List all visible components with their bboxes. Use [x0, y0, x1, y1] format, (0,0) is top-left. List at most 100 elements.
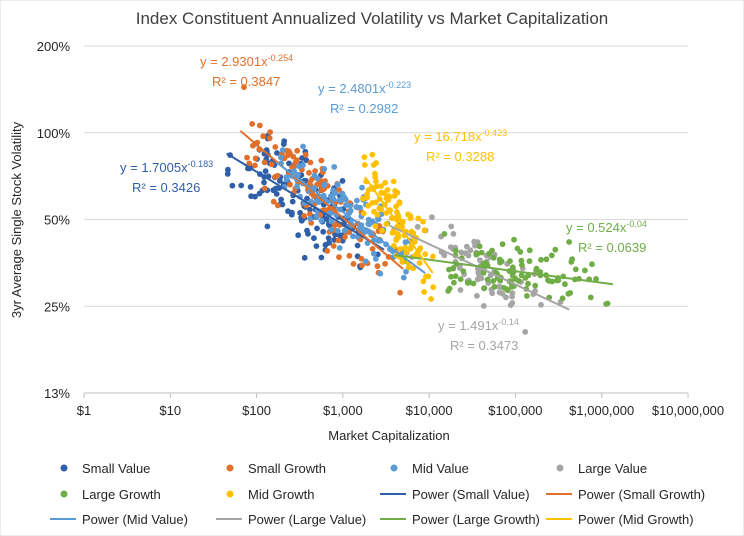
trendline-mid-growth: [364, 176, 434, 274]
data-point: [267, 129, 273, 136]
legend-marker: [60, 490, 68, 498]
legend-label: Mid Growth: [248, 487, 314, 502]
data-point: [491, 283, 498, 290]
data-point: [490, 278, 497, 284]
x-tick-label: $10,000: [406, 403, 453, 418]
data-point: [336, 187, 343, 193]
data-point: [452, 273, 459, 280]
x-tick-label: $1,000,000: [569, 403, 634, 418]
legend-item: Mid Value: [390, 461, 469, 476]
data-point: [335, 237, 342, 244]
data-point: [313, 243, 320, 250]
data-point: [519, 262, 525, 268]
data-point: [325, 235, 332, 242]
y-tick-label: 50%: [44, 213, 70, 228]
data-point: [383, 210, 390, 216]
data-point: [489, 247, 495, 254]
data-point: [300, 143, 306, 150]
equation-exponent: -0.423: [482, 128, 508, 138]
data-point: [294, 147, 301, 154]
x-tick-label: $10: [159, 403, 181, 418]
data-point: [270, 198, 277, 205]
trendlines: [226, 130, 614, 311]
data-point: [470, 280, 477, 287]
data-point: [274, 172, 281, 179]
data-point: [532, 282, 539, 289]
data-point: [543, 256, 550, 263]
data-point: [357, 204, 363, 211]
data-point: [538, 256, 544, 263]
data-point: [515, 277, 522, 284]
data-point: [416, 260, 423, 266]
data-point: [428, 296, 434, 302]
x-tick-label: $10,000,000: [652, 403, 724, 418]
data-point: [335, 228, 341, 234]
data-point: [289, 198, 296, 205]
legend-label: Large Value: [578, 461, 647, 476]
data-point: [371, 208, 377, 215]
data-point: [261, 185, 268, 192]
data-point: [509, 293, 515, 300]
equation-large-growth: y = 0.524x-0.04 R² = 0.0639: [566, 219, 647, 255]
data-point: [296, 163, 303, 170]
scatter-points: [224, 84, 611, 335]
data-point: [287, 181, 293, 188]
data-point: [328, 226, 334, 233]
data-point: [507, 258, 513, 264]
data-point: [321, 166, 328, 172]
data-point: [285, 148, 292, 155]
data-point: [364, 240, 371, 247]
data-point: [589, 261, 595, 268]
legend-item: Large Value: [556, 461, 647, 476]
y-axis-label: 3yr Average Single Stock Volatility: [9, 121, 24, 318]
legend-item: Power (Large Growth): [380, 512, 540, 527]
data-point: [250, 142, 256, 149]
data-point: [360, 210, 367, 217]
data-point: [324, 248, 331, 254]
data-point: [306, 169, 312, 176]
data-point: [314, 225, 320, 232]
data-point: [359, 184, 365, 191]
legend-marker: [556, 464, 564, 472]
data-point: [604, 300, 611, 307]
trendline-mid-value: [275, 161, 426, 274]
legend-marker: [60, 464, 68, 472]
legend-item: Small Value: [60, 461, 150, 476]
data-point: [241, 84, 247, 90]
equation-r-squared: R² = 0.3288: [426, 149, 494, 164]
data-point: [375, 216, 382, 223]
data-point: [391, 243, 397, 249]
data-point: [331, 164, 338, 170]
equation-base: y = 16.718x: [414, 129, 482, 144]
y-tick-label: 13%: [44, 386, 70, 401]
data-point: [526, 247, 533, 254]
data-point: [247, 184, 254, 190]
data-point: [358, 255, 365, 262]
data-point: [264, 223, 271, 230]
legend-item: Power (Large Value): [216, 512, 366, 527]
x-tick-label: $100: [242, 403, 271, 418]
data-point: [406, 264, 413, 271]
equation-formula: y = 1.491x-0.14: [438, 317, 519, 333]
equation-exponent: -0.183: [188, 159, 214, 169]
data-point: [397, 246, 403, 252]
data-point: [478, 275, 485, 282]
chart-title: Index Constituent Annualized Volatility …: [136, 9, 608, 28]
data-point: [341, 227, 348, 234]
legend-label: Large Growth: [82, 487, 161, 502]
data-point: [396, 200, 403, 207]
data-point: [369, 246, 376, 252]
data-point: [408, 228, 415, 235]
data-point: [331, 237, 338, 243]
legend-item: Power (Mid Value): [50, 512, 188, 527]
data-point: [407, 245, 414, 252]
data-point: [593, 276, 599, 282]
data-point: [417, 245, 424, 252]
data-point: [238, 182, 245, 189]
data-point: [339, 178, 346, 184]
data-point: [283, 174, 290, 181]
data-point: [457, 276, 464, 283]
x-tick-label: $100,000: [488, 403, 542, 418]
data-point: [382, 260, 388, 267]
